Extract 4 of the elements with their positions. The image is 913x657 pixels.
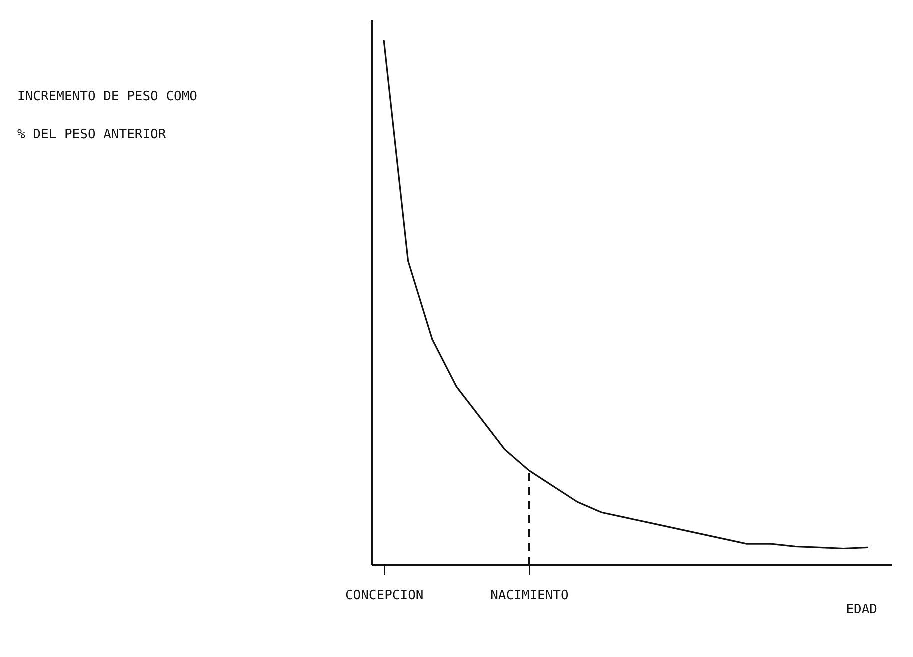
text: INCREMENTO DE PESO COMO % DEL PESO ANTERIOR: [18, 90, 198, 142]
x-tick-label: CONCEPCION: [345, 588, 424, 604]
x-tick-label: NACIMIENTO: [490, 588, 570, 604]
x-axis-title: EDAD: [846, 602, 878, 618]
